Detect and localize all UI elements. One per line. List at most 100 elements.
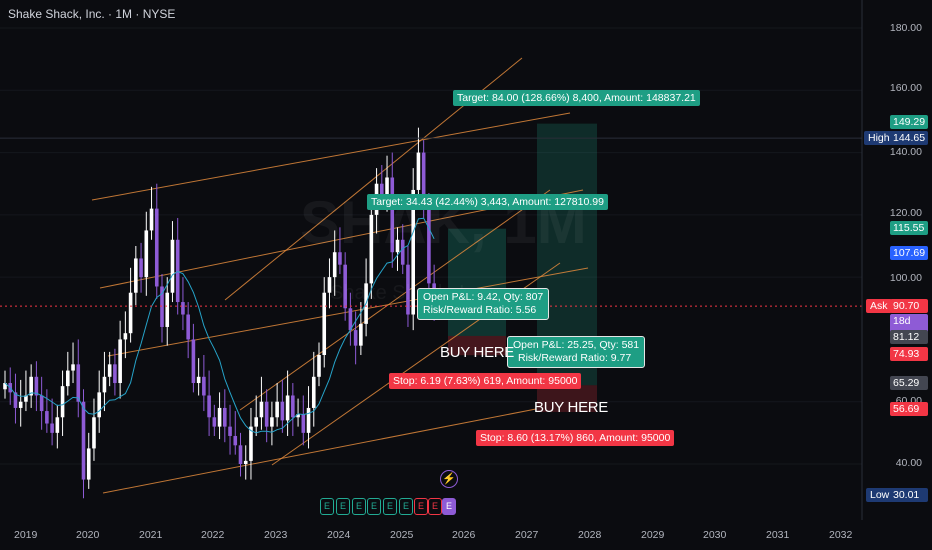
- candle-body: [380, 183, 384, 200]
- chart-title: Shake Shack, Inc. · 1M · NYSE: [8, 7, 176, 21]
- moving-average-line: [4, 217, 435, 434]
- price-badge-target-1: 149.29: [890, 115, 928, 129]
- candle-body: [406, 264, 410, 315]
- open-pl-text-1: Open P&L: 25.25, Qty: 581: [513, 339, 640, 351]
- candle-body: [427, 208, 431, 284]
- earnings-icon[interactable]: E: [399, 498, 413, 515]
- candle-body: [76, 364, 81, 402]
- candle-body: [233, 435, 238, 446]
- candle-body: [385, 177, 389, 200]
- candle-body: [102, 376, 107, 393]
- candle-body: [55, 417, 60, 433]
- candle-body: [275, 401, 279, 418]
- candle-body: [81, 401, 86, 480]
- x-tick-2019: 2019: [14, 529, 38, 541]
- x-tick-2028: 2028: [578, 529, 602, 541]
- candle-body: [296, 414, 300, 418]
- candle-body: [212, 417, 217, 427]
- candle-body: [327, 277, 332, 293]
- y-tick-140: 140.00: [889, 146, 922, 158]
- price-badge-low: 30.01: [890, 488, 928, 502]
- candle-body: [196, 376, 201, 384]
- candle-body: [66, 370, 70, 387]
- buy-here-label-2: BUY HERE: [534, 399, 609, 416]
- candle-body: [45, 411, 49, 424]
- open-pl-box-1[interactable]: Open P&L: 25.25, Qty: 581 Risk/Reward Ra…: [507, 336, 646, 368]
- candle-body: [13, 392, 18, 408]
- lightning-icon[interactable]: ⚡: [440, 470, 458, 488]
- y-tick-160: 160.00: [889, 82, 922, 94]
- candle-body: [217, 407, 222, 427]
- candle-body: [270, 417, 274, 427]
- earnings-icon[interactable]: E: [442, 498, 456, 515]
- candle-body: [3, 383, 7, 390]
- candle-body: [243, 460, 248, 464]
- price-badge-ask: 90.70: [890, 299, 928, 313]
- candle-body: [259, 401, 264, 418]
- open-pl-text-2: Open P&L: 9.42, Qty: 807: [423, 291, 544, 303]
- candle-body: [113, 364, 117, 384]
- candle-body: [123, 333, 128, 340]
- stop-label-2[interactable]: Stop: 6.19 (7.63%) 619, Amount: 95000: [389, 373, 582, 389]
- candle-body: [191, 339, 196, 384]
- earnings-icon[interactable]: E: [352, 498, 366, 515]
- candle-body: [416, 152, 421, 190]
- candle-body: [97, 392, 101, 418]
- x-tick-2032: 2032: [829, 529, 853, 541]
- candle-body: [317, 355, 321, 377]
- candle-body: [202, 376, 206, 396]
- candle-body: [369, 214, 374, 284]
- candle-body: [421, 152, 426, 209]
- candle-body: [400, 239, 405, 265]
- price-badge-entry-1: 65.29: [890, 376, 928, 390]
- earnings-icon[interactable]: E: [320, 498, 334, 515]
- x-tick-2024: 2024: [327, 529, 351, 541]
- candle-body: [128, 292, 133, 334]
- ask-label: Ask: [866, 299, 892, 313]
- candle-body: [144, 230, 149, 278]
- candle-body: [311, 376, 316, 408]
- stop-label-1[interactable]: Stop: 8.60 (13.17%) 860, Amount: 95000: [476, 430, 675, 446]
- x-tick-2020: 2020: [76, 529, 100, 541]
- candle-body: [50, 423, 54, 433]
- x-tick-2023: 2023: [264, 529, 288, 541]
- candle-body: [395, 239, 400, 253]
- earnings-icon[interactable]: E: [428, 498, 442, 515]
- target-label-2[interactable]: Target: 34.43 (42.44%) 3,443, Amount: 12…: [367, 194, 608, 210]
- candle-body: [285, 395, 290, 421]
- earnings-icon[interactable]: E: [414, 498, 428, 515]
- price-badge-stop-1: 56.69: [890, 402, 928, 416]
- candle-body: [353, 330, 358, 346]
- candle-body: [71, 364, 75, 371]
- trend-line: [239, 189, 551, 411]
- x-tick-2029: 2029: [641, 529, 665, 541]
- candle-body: [24, 395, 28, 402]
- candle-body: [343, 264, 347, 309]
- trend-line: [91, 112, 571, 201]
- open-pl-box-2[interactable]: Open P&L: 9.42, Qty: 807 Risk/Reward Rat…: [417, 288, 550, 320]
- candle-body: [411, 189, 415, 315]
- candle-body: [254, 417, 258, 427]
- price-badge-ma: 107.69: [890, 246, 928, 260]
- candle-body: [264, 401, 269, 427]
- y-tick-180: 180.00: [889, 22, 922, 34]
- price-badge-target-2: 115.55: [890, 221, 928, 235]
- candle-body: [390, 177, 395, 253]
- loss-zone-1: [537, 385, 597, 413]
- price-badge-stop-2: 74.93: [890, 347, 928, 361]
- x-tick-2026: 2026: [452, 529, 476, 541]
- x-tick-2021: 2021: [139, 529, 163, 541]
- x-tick-2025: 2025: [390, 529, 414, 541]
- y-tick-100: 100.00: [889, 272, 922, 284]
- candle-body: [228, 426, 232, 436]
- earnings-icon[interactable]: E: [383, 498, 397, 515]
- earnings-icon[interactable]: E: [336, 498, 350, 515]
- earnings-icon[interactable]: E: [367, 498, 381, 515]
- candle-body: [34, 376, 39, 396]
- buy-here-label-1: BUY HERE: [440, 344, 515, 361]
- candle-body: [301, 414, 306, 433]
- target-label-1[interactable]: Target: 84.00 (128.66%) 8,400, Amount: 1…: [453, 90, 700, 106]
- y-tick-120: 120.00: [889, 207, 922, 219]
- x-tick-2022: 2022: [201, 529, 225, 541]
